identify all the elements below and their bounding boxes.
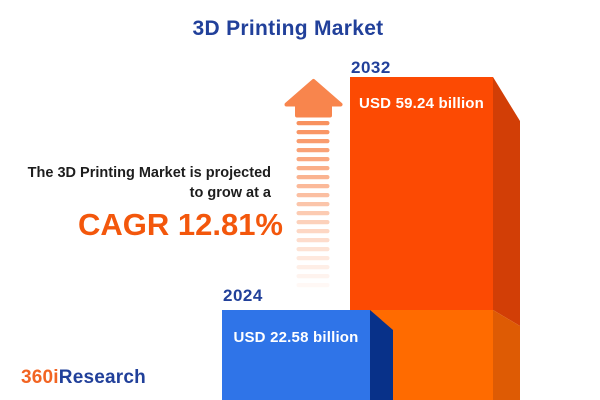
projection-line-2: to grow at a	[189, 185, 271, 201]
year-label-2024: 2024	[223, 286, 263, 305]
bar-2032-side-bottom	[493, 310, 520, 400]
cagr-value: CAGR 12.81%	[77, 207, 283, 242]
bar-2024-front	[222, 310, 370, 400]
bar-value-2024: USD 22.58 billion	[233, 329, 359, 346]
bar-2032-front-top	[350, 77, 493, 310]
arrow-head	[284, 79, 343, 118]
bar-2032-side-top	[493, 77, 520, 326]
logo-research: Research	[58, 367, 146, 388]
logo-360i: 360i	[21, 367, 59, 388]
page-title: 3D Printing Market	[192, 17, 384, 40]
company-logo: 360iResearch	[21, 367, 146, 389]
bar-2024-side	[370, 310, 393, 400]
projection-text-block: The 3D Printing Market is projected to g…	[28, 163, 283, 243]
arrow-shaft-stripes	[296, 121, 330, 288]
projection-line-1: The 3D Printing Market is projected	[27, 165, 271, 181]
bar-value-2032: USD 59.24 billion	[358, 95, 485, 112]
year-label-2032: 2032	[351, 58, 391, 77]
